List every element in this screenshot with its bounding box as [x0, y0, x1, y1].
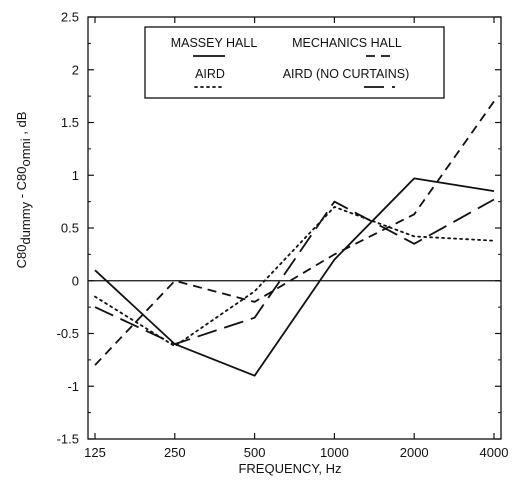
x-tick-label: 4000: [480, 445, 509, 460]
legend-label: AIRD (NO CURTAINS): [283, 67, 410, 81]
y-axis-title-part: dummy: [18, 201, 33, 244]
legend: MASSEY HALL MECHANICS HALL AIRD AIRD (NO CU…: [144, 26, 445, 99]
series-line-massey-hall: [94, 177, 495, 377]
y-tick-label: 0: [72, 273, 79, 288]
x-tick-label: 125: [84, 445, 106, 460]
y-tick-label: 2.5: [61, 10, 79, 25]
y-axis-title-part: omni: [18, 138, 33, 166]
y-tick-label: 2: [72, 62, 79, 77]
x-tick-label: 500: [244, 445, 266, 460]
y-tick-label: -1.5: [57, 432, 79, 447]
legend-label: MASSEY HALL: [171, 36, 258, 50]
y-axis-title: C80dummy - C80omni , dB: [14, 112, 33, 269]
plot-area: -1.5 -1 -0.5 0 0.5 1 1.5 2 2.5 125 250 500 1000 2000 4…: [57, 10, 509, 461]
y-axis-title-part: C80: [14, 245, 29, 269]
legend-label: MECHANICS HALL: [292, 36, 402, 50]
y-tick-label: 1.5: [61, 115, 79, 130]
series-line-mechanics-hall: [94, 100, 495, 366]
legend-label: AIRD: [195, 67, 225, 81]
y-tick-label: 0.5: [61, 221, 79, 236]
y-axis-title-part: - C80: [14, 167, 29, 202]
x-tick-label: 1000: [320, 445, 349, 460]
y-tick-label: -1: [67, 379, 79, 394]
x-tick-label: 250: [164, 445, 186, 460]
y-tick-label: -0.5: [57, 326, 79, 341]
series-line-aird-no-curtains: [94, 198, 495, 346]
y-tick-label: 1: [72, 168, 79, 183]
x-axis-title: FREQUENCY, Hz: [238, 461, 341, 476]
y-axis-title-part: , dB: [14, 112, 29, 139]
x-tick-label: 2000: [400, 445, 429, 460]
